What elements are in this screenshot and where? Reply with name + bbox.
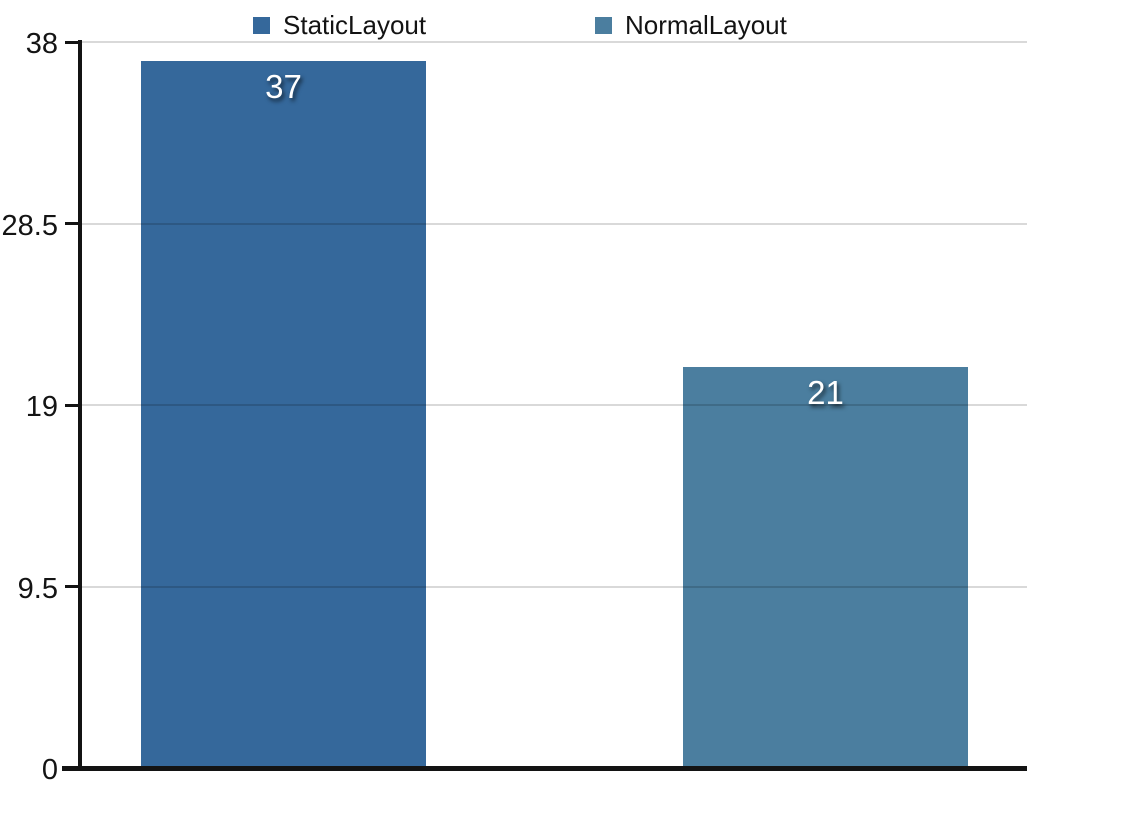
value-label-staticlayout: 37 [265, 68, 302, 106]
y-axis-label-19: 19 [25, 391, 58, 423]
bar-staticlayout [141, 61, 426, 768]
y-axis-label-28.5: 28.5 [1, 209, 58, 242]
gridline-9.5 [80, 585, 1027, 588]
x-axis-line [62, 766, 1027, 771]
legend-swatch-normallayout-icon [595, 17, 612, 34]
legend-swatch-staticlayout-icon [253, 17, 270, 34]
legend-label-normallayout: NormalLayout [625, 10, 787, 40]
y-tick-38 [65, 40, 80, 44]
y-tick-28.5 [65, 222, 80, 225]
y-axis-label-38: 38 [25, 28, 58, 60]
gridline-28.5 [80, 222, 1027, 225]
y-tick-19 [65, 403, 80, 407]
legend-item-staticlayout: StaticLayout [253, 10, 426, 41]
bar-normallayout [683, 366, 968, 768]
legend-item-normallayout: NormalLayout [595, 10, 787, 41]
value-label-normallayout: 21 [807, 373, 844, 411]
y-axis-label-9.5: 9.5 [17, 572, 58, 605]
y-axis-line [78, 40, 82, 771]
y-tick-9.5 [65, 585, 80, 588]
gridline-19 [80, 404, 1027, 406]
y-axis-label-0: 0 [41, 754, 58, 786]
gridline-38 [80, 41, 1027, 43]
legend-label-staticlayout: StaticLayout [283, 10, 427, 40]
